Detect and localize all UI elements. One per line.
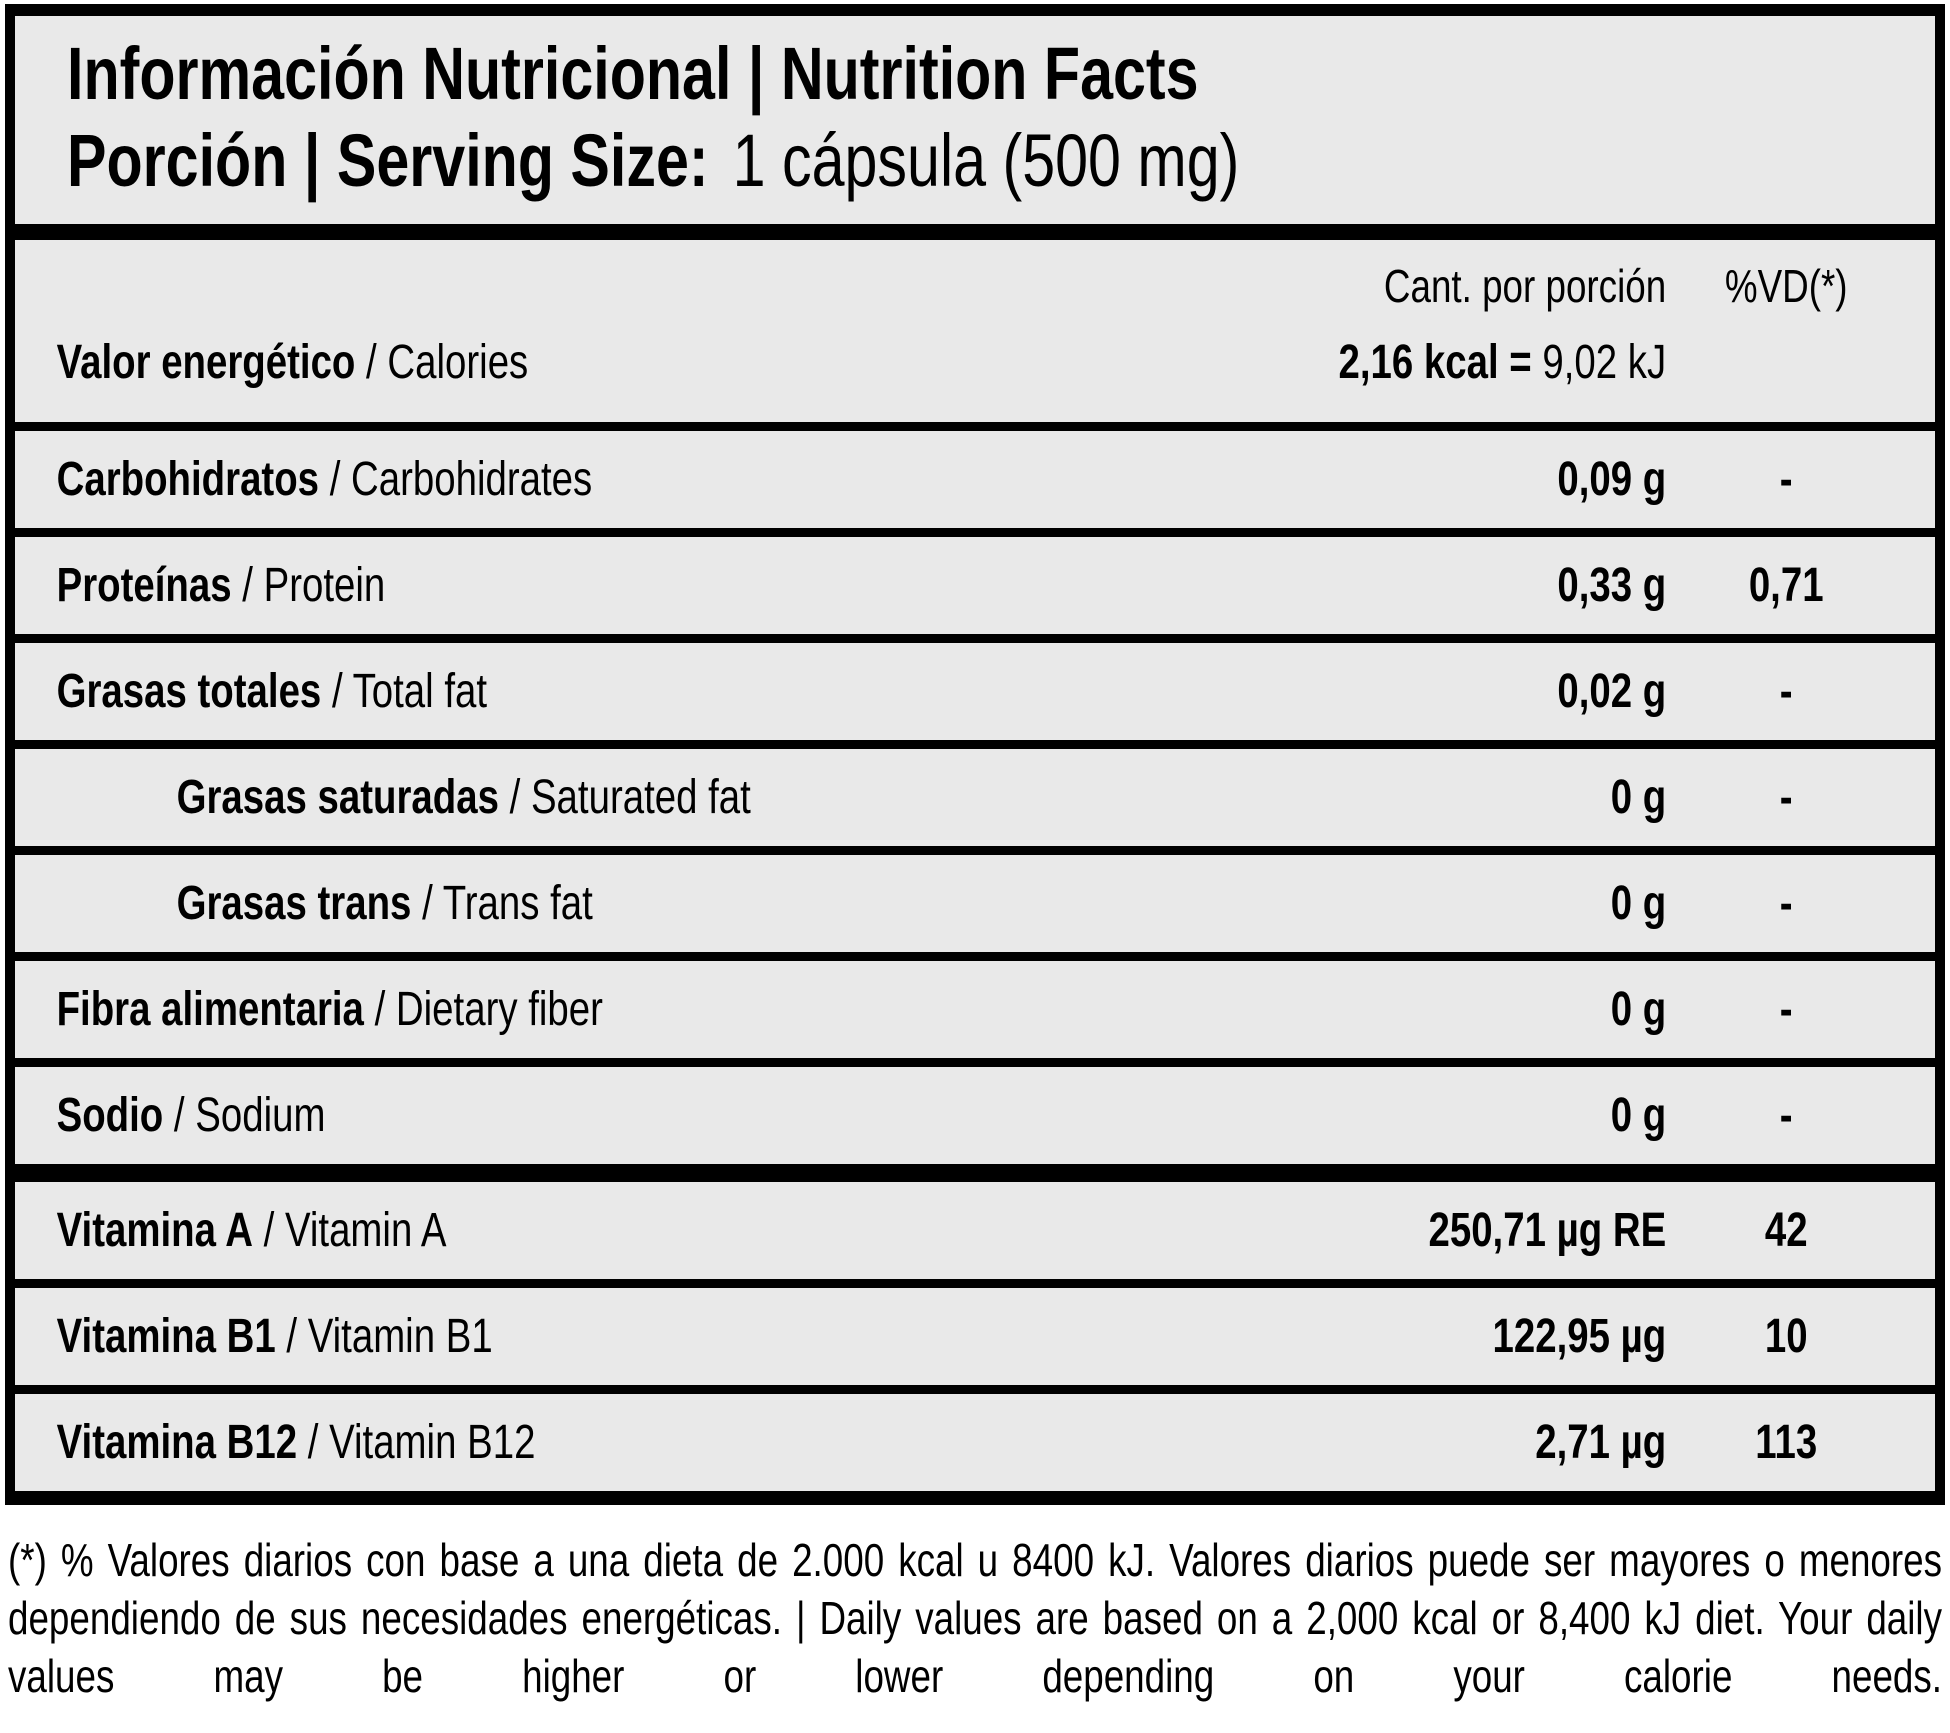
nutrient-name: Grasas saturadas / Saturated fat [176, 771, 751, 824]
nutrient-amount: 0,33 g [1557, 559, 1667, 612]
nutrient-amount: 122,95 µg [1492, 1310, 1667, 1363]
row-separator [15, 422, 1935, 431]
col-header-amount: Cant. por porción [1383, 260, 1667, 312]
nutrient-dv: - [1779, 453, 1793, 506]
row-separator [15, 1058, 1935, 1067]
row-separator [15, 740, 1935, 749]
nutrient-name: Vitamina A / Vitamin A [56, 1204, 447, 1257]
row-separator [15, 528, 1935, 537]
nutrient-amount: 2,16 kcal = 9,02 kJ [1338, 335, 1667, 389]
nutrient-row: Vitamina B1 / Vitamin B1 122,95 µg 10 [15, 1288, 1935, 1385]
footnote-text: (*) % Valores diarios con base a una die… [8, 1534, 1942, 1702]
nutrient-name: Carbohidratos / Carbohidrates [56, 453, 593, 506]
nutrient-dv: 113 [1755, 1416, 1818, 1469]
serving-size-label: Porción | Serving Size: [67, 119, 709, 202]
nutrient-row: Proteínas / Protein 0,33 g 0,71 [15, 537, 1935, 634]
serving-size-value: 1 cápsula (500 mg) [732, 119, 1240, 202]
row-separator [15, 952, 1935, 961]
nutrient-amount: 250,71 µg RE [1428, 1204, 1667, 1257]
nutrient-dv: - [1779, 665, 1793, 718]
label-header: Información Nutricional | Nutrition Fact… [15, 16, 1935, 224]
nutrient-amount: 0,09 g [1557, 453, 1667, 506]
calories-section: Cant. por porción %VD(*) Valor energétic… [15, 240, 1935, 422]
column-header-row: Cant. por porción %VD(*) [15, 254, 1935, 318]
nutrient-amount: 0 g [1610, 771, 1667, 824]
col-header-dv: %VD(*) [1724, 260, 1848, 312]
nutrient-row: Fibra alimentaria / Dietary fiber 0 g - [15, 961, 1935, 1058]
nutrient-dv: 0,71 [1748, 559, 1824, 612]
serving-size-line: Porción | Serving Size: 1 cápsula (500 mg… [67, 117, 1935, 204]
nutrient-dv: - [1779, 1089, 1793, 1142]
nutrient-amount: 0,02 g [1557, 665, 1667, 718]
nutrient-row: Sodio / Sodium 0 g - [15, 1067, 1935, 1164]
group-separator [15, 1164, 1935, 1182]
nutrient-name: Grasas totales / Total fat [56, 665, 488, 718]
nutrient-name: Valor energético / Calories [56, 335, 529, 389]
nutrient-amount: 0 g [1610, 1089, 1667, 1142]
nutrient-name: Grasas trans / Trans fat [176, 877, 593, 930]
row-separator [15, 1279, 1935, 1288]
nutrient-row: Valor energético / Calories 2,16 kcal = … [15, 318, 1935, 406]
nutrient-row: Grasas saturadas / Saturated fat 0 g - [15, 749, 1935, 846]
nutrient-name: Vitamina B12 / Vitamin B12 [56, 1416, 536, 1469]
header-separator [15, 224, 1935, 240]
nutrient-amount: 2,71 µg [1535, 1416, 1667, 1469]
nutrient-row: Carbohidratos / Carbohidrates 0,09 g - [15, 431, 1935, 528]
nutrient-dv: 42 [1764, 1204, 1808, 1257]
nutrient-name: Proteínas / Protein [56, 559, 386, 612]
nutrient-row: Grasas trans / Trans fat 0 g - [15, 855, 1935, 952]
nutrient-name: Fibra alimentaria / Dietary fiber [56, 983, 603, 1036]
nutrient-dv: - [1779, 983, 1793, 1036]
nutrient-dv: - [1779, 877, 1793, 930]
nutrient-amount: 0 g [1610, 877, 1667, 930]
nutrient-name: Sodio / Sodium [56, 1089, 326, 1142]
nutrient-dv: 10 [1764, 1310, 1808, 1363]
nutrient-row: Grasas totales / Total fat 0,02 g - [15, 643, 1935, 740]
row-separator [15, 1385, 1935, 1394]
nutrient-row: Vitamina B12 / Vitamin B12 2,71 µg 113 [15, 1394, 1935, 1491]
nutrient-row: Vitamina A / Vitamin A 250,71 µg RE 42 [15, 1182, 1935, 1279]
daily-values-footnote: (*) % Valores diarios con base a una die… [8, 1531, 1942, 1705]
nutrient-amount: 0 g [1610, 983, 1667, 1036]
nutrient-name: Vitamina B1 / Vitamin B1 [56, 1310, 493, 1363]
row-separator [15, 634, 1935, 643]
nutrition-facts-table: Información Nutricional | Nutrition Fact… [5, 4, 1945, 1505]
nutrient-dv: - [1779, 771, 1793, 824]
row-separator [15, 846, 1935, 855]
label-title: Información Nutricional | Nutrition Fact… [67, 32, 1199, 115]
